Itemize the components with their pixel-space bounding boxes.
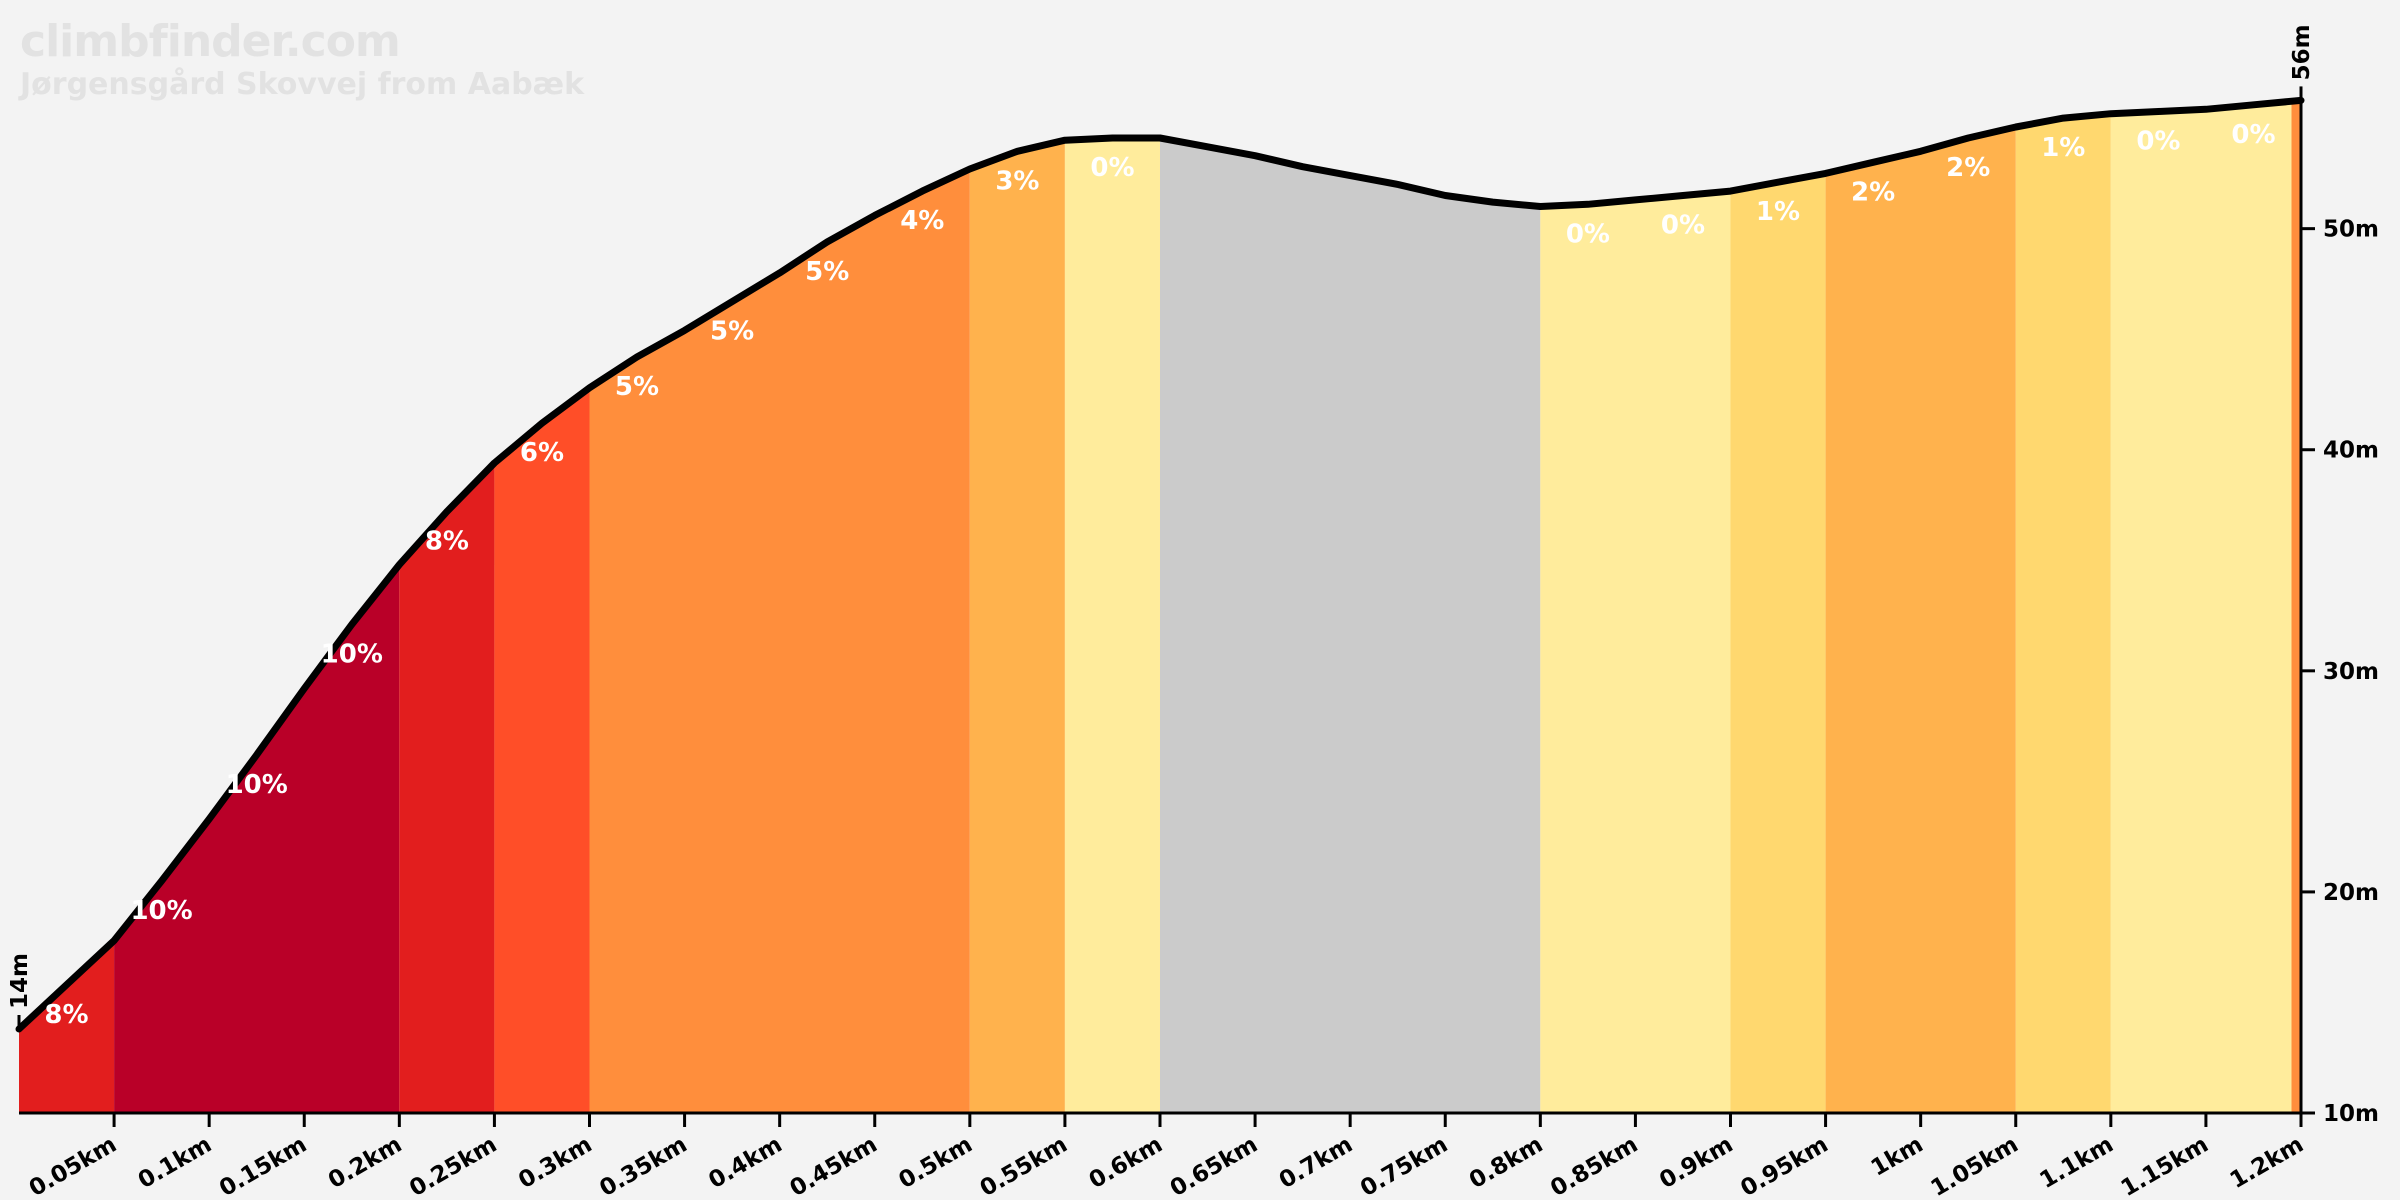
- gradient-segment: [1825, 127, 2016, 1113]
- x-tick-label: 0.75km: [1356, 1132, 1452, 1200]
- gradient-label: 6%: [520, 438, 564, 468]
- gradient-label: 8%: [425, 527, 469, 557]
- gradient-label: 0%: [2136, 127, 2180, 157]
- gradient-label: 10%: [130, 896, 192, 926]
- x-tick-label: 0.4km: [704, 1132, 786, 1195]
- gradient-label: 1%: [2041, 133, 2085, 163]
- gradient-label: 0%: [1661, 211, 1705, 241]
- gradient-segment: [1064, 138, 1160, 1113]
- x-tick-label: 0.05km: [25, 1132, 121, 1200]
- gradient-segment: [494, 387, 590, 1113]
- x-tick-label: 1.2km: [2226, 1132, 2308, 1195]
- gradient-segment: [19, 940, 115, 1113]
- x-tick-label: 1.05km: [1927, 1132, 2023, 1200]
- x-tick-label: 0.1km: [134, 1132, 216, 1195]
- end-elevation-label: 56m: [2289, 24, 2315, 80]
- x-tick-label: 0.7km: [1275, 1132, 1357, 1195]
- gradient-segment: [1160, 138, 1541, 1113]
- gradient-label: 0%: [2231, 120, 2275, 150]
- y-tick-label: 20m: [2323, 880, 2379, 906]
- gradient-segment: [589, 169, 970, 1113]
- gradient-label: 4%: [900, 206, 944, 236]
- gradient-segment: [114, 564, 400, 1113]
- x-tick-label: 0.65km: [1166, 1132, 1262, 1200]
- y-axis: 10m 20m 30m 40m 50m 14m 56m: [7, 24, 2379, 1127]
- profile-line: [15, 96, 2305, 1033]
- x-tick-label: 0.3km: [514, 1132, 596, 1195]
- x-tick-label: 0.35km: [595, 1132, 691, 1200]
- gradient-label: 3%: [995, 166, 1039, 196]
- x-tick-label: 0.85km: [1546, 1132, 1642, 1200]
- gradient-label: 0%: [1566, 219, 1610, 249]
- x-tick-label: 0.45km: [786, 1132, 882, 1200]
- x-tick-label: 0.8km: [1465, 1132, 1547, 1195]
- gradient-labels: 8% 10% 10% 10% 8% 6% 5% 5% 5% 4% 3% 0% 0% 0% 1% 2% 2% 1% 0…: [44, 120, 2275, 1030]
- gradient-label: 10%: [321, 639, 383, 669]
- y-tick-label: 40m: [2323, 438, 2379, 464]
- x-tick-label: 0.15km: [215, 1132, 311, 1200]
- gradient-label: 8%: [44, 1000, 88, 1030]
- gradient-segment: [399, 463, 495, 1113]
- gradient-label: 2%: [1946, 153, 1990, 183]
- gradient-label: 0%: [1090, 153, 1134, 183]
- gradient-segment: [969, 140, 1065, 1113]
- x-tick-label: 0.95km: [1736, 1132, 1832, 1200]
- x-tick-label: 0.25km: [405, 1132, 501, 1200]
- x-tick-label: 0.9km: [1655, 1132, 1737, 1195]
- gradient-segment: [2015, 113, 2111, 1113]
- x-tick-label: 0.5km: [895, 1132, 977, 1195]
- gradient-label: 2%: [1851, 177, 1895, 207]
- gradient-label: 5%: [615, 372, 659, 402]
- gradient-segment: [2110, 101, 2292, 1114]
- gradient-label: 5%: [710, 317, 754, 347]
- profile-line-group: [15, 96, 2305, 1033]
- x-tick-label: 0.2km: [324, 1132, 406, 1195]
- start-elevation-label: 14m: [7, 953, 33, 1009]
- gradient-segment: [1730, 173, 1826, 1113]
- gradient-segments: [19, 100, 2301, 1114]
- x-tick-label: 1.1km: [2036, 1132, 2118, 1195]
- x-tick-label: 0.55km: [976, 1132, 1072, 1200]
- y-tick-label: 50m: [2323, 217, 2379, 243]
- gradient-segment: [2291, 100, 2301, 1113]
- y-tick-label: 10m: [2323, 1101, 2379, 1127]
- gradient-label: 1%: [1756, 197, 1800, 227]
- site-brand: climbfinder.com: [20, 16, 401, 67]
- x-tick-label: 1km: [1867, 1132, 1928, 1182]
- x-tick-label: 0.6km: [1085, 1132, 1167, 1195]
- x-tick-label: 1.15km: [2117, 1132, 2213, 1200]
- climb-title: Jørgensgård Skovvej from Aabæk: [20, 67, 585, 102]
- gradient-segment: [1540, 191, 1731, 1114]
- gradient-label: 10%: [226, 770, 288, 800]
- gradient-label: 5%: [805, 257, 849, 287]
- y-tick-label: 30m: [2323, 659, 2379, 685]
